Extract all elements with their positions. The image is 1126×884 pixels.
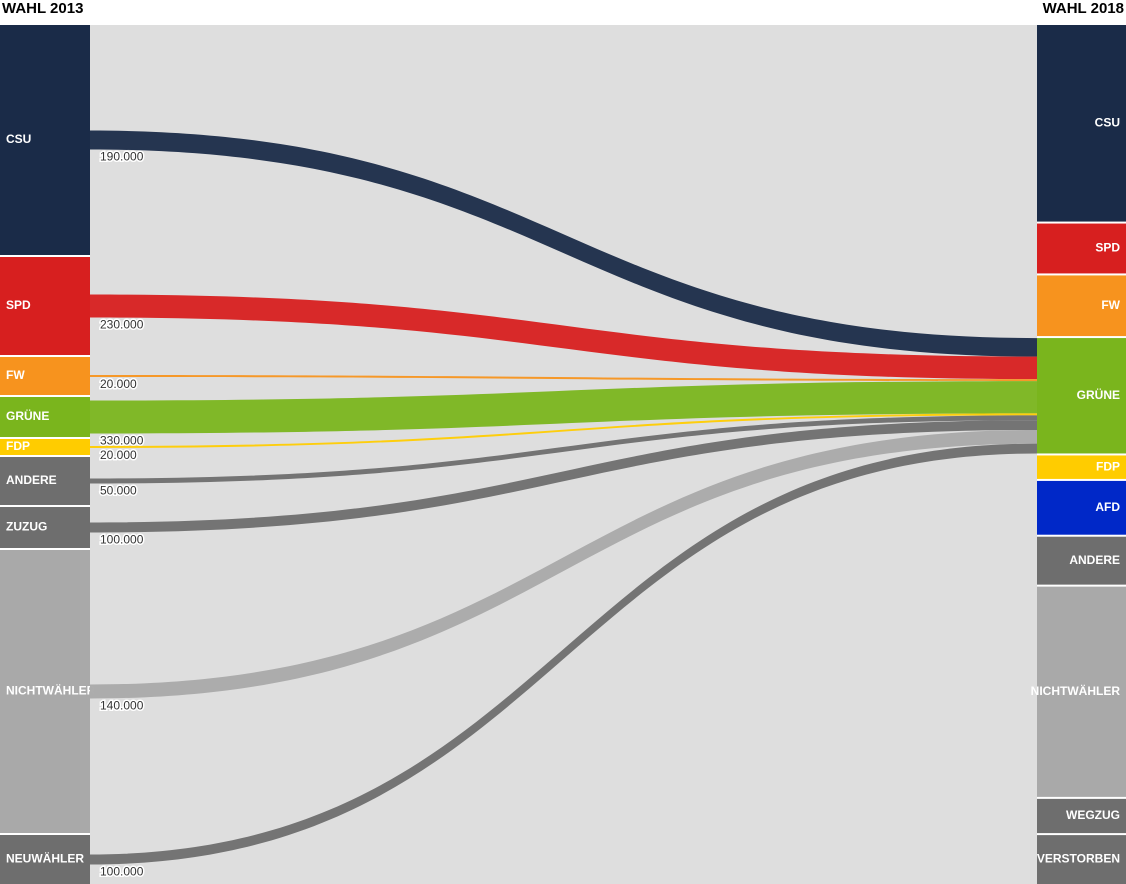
left-node-label: CSU <box>6 132 31 146</box>
flow-label: 190.000 <box>100 150 144 164</box>
flow-label: 330.000 <box>100 434 144 448</box>
left-node <box>0 357 90 395</box>
left-node <box>0 835 90 884</box>
flow <box>90 381 1037 434</box>
right-node <box>1037 835 1126 884</box>
left-node <box>0 397 90 437</box>
flow <box>90 294 1037 380</box>
flow <box>90 413 1037 448</box>
flow-label: 100.000 <box>100 533 144 547</box>
flow <box>90 420 1037 533</box>
flow-label: 230.000 <box>100 318 144 332</box>
right-node-label: AFD <box>1095 500 1120 514</box>
right-node-label: FDP <box>1096 459 1120 473</box>
right-node-label: VERSTORBEN <box>1037 852 1120 866</box>
left-node-label: SPD <box>6 298 31 312</box>
right-title: WAHL 2018 <box>1043 0 1124 17</box>
right-node <box>1037 223 1126 274</box>
flow <box>90 429 1037 699</box>
right-node <box>1037 25 1126 222</box>
flow <box>90 443 1037 865</box>
left-node-label: ANDERE <box>6 473 57 487</box>
flow-label: 140.000 <box>100 699 144 713</box>
left-node-label: GRÜNE <box>6 408 49 423</box>
flow <box>90 415 1037 484</box>
left-node <box>0 457 90 505</box>
right-node <box>1037 586 1126 797</box>
flow-label: 20.000 <box>100 448 137 462</box>
left-node-label: ZUZUG <box>6 520 47 534</box>
left-node-label: FDP <box>6 439 30 453</box>
left-node <box>0 257 90 355</box>
left-title: WAHL 2013 <box>2 0 83 17</box>
right-node-label: SPD <box>1095 241 1120 255</box>
flow <box>90 375 1037 382</box>
right-node-label: ANDERE <box>1069 553 1120 567</box>
left-node-label: FW <box>6 368 25 382</box>
left-node <box>0 550 90 833</box>
flow <box>90 130 1037 357</box>
right-node-label: CSU <box>1095 115 1120 129</box>
left-node-label: NEUWÄHLER <box>6 851 84 866</box>
flow-label: 50.000 <box>100 484 137 498</box>
right-node <box>1037 798 1126 834</box>
right-node-label: GRÜNE <box>1077 387 1120 402</box>
flow-label: 100.000 <box>100 865 144 879</box>
left-node-label: NICHTWÄHLER <box>6 683 96 698</box>
right-node-label: NICHTWÄHLER <box>1031 683 1121 698</box>
right-node-label: WEGZUG <box>1066 808 1120 822</box>
left-node <box>0 507 90 548</box>
right-node-label: FW <box>1101 298 1120 312</box>
right-node <box>1037 536 1126 585</box>
left-node <box>0 439 90 455</box>
flow-label: 20.000 <box>100 377 137 391</box>
left-node <box>0 25 90 255</box>
right-node <box>1037 275 1126 337</box>
right-node <box>1037 338 1126 454</box>
right-node <box>1037 455 1126 479</box>
right-node <box>1037 480 1126 535</box>
